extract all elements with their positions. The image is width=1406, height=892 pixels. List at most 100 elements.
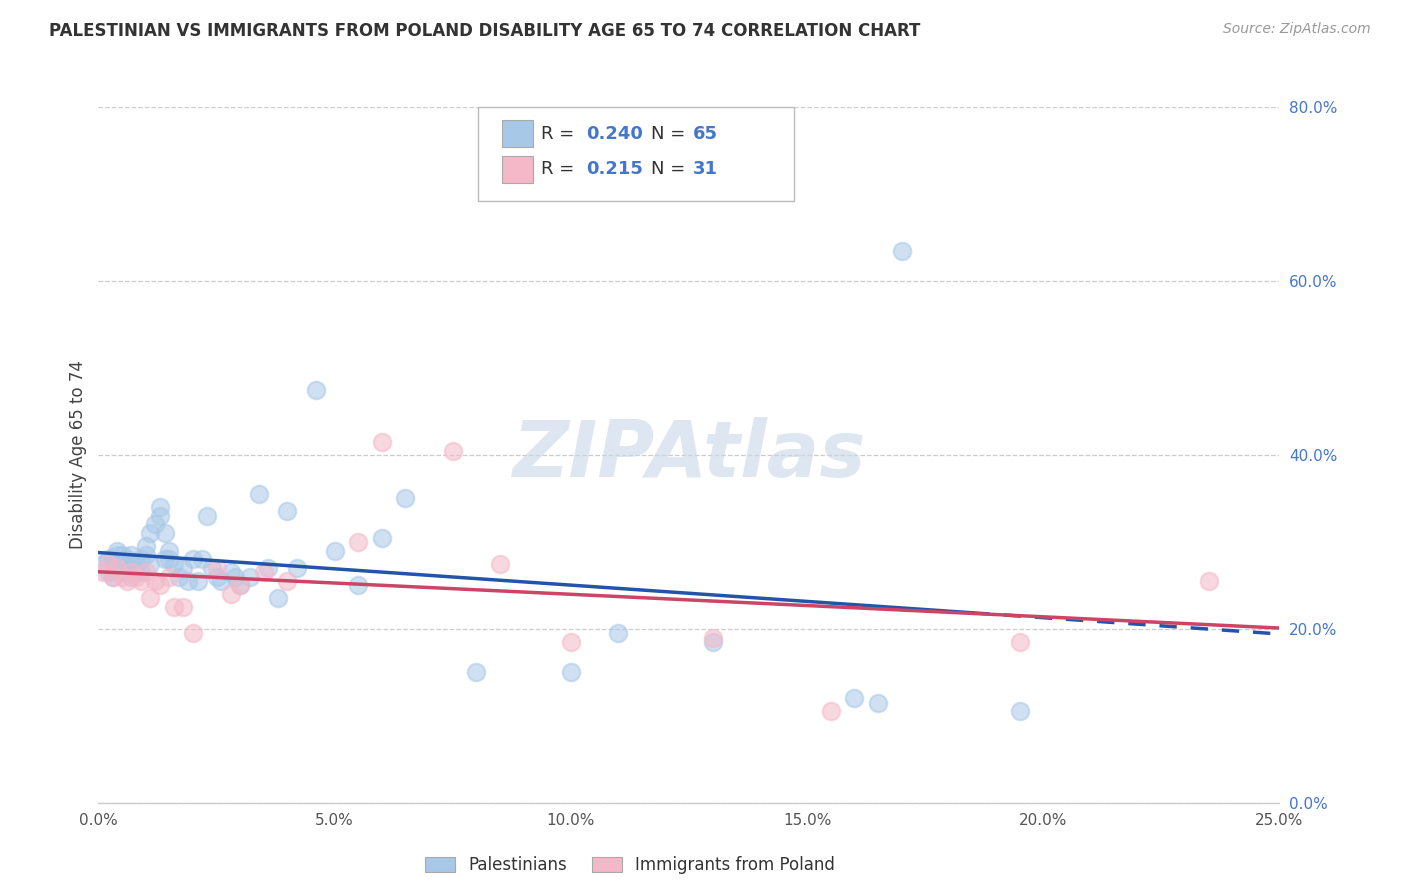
Point (129, 552, 152, 566)
Point (172, 600, 194, 615)
Point (323, 543, 346, 558)
Text: Source: ZipAtlas.com: Source: ZipAtlas.com (1223, 22, 1371, 37)
Text: N =: N = (651, 161, 697, 178)
Point (157, 570, 180, 584)
Point (111, 557, 134, 571)
Point (135, 539, 157, 553)
Point (111, 570, 134, 584)
Point (181, 626, 204, 640)
Point (97, 566, 120, 580)
Point (139, 526, 162, 541)
Point (91, 566, 114, 580)
Point (105, 561, 128, 575)
Point (371, 531, 394, 545)
Point (441, 443, 464, 458)
Point (347, 534, 370, 549)
Point (866, 696, 889, 710)
Point (135, 566, 157, 580)
Point (347, 578, 370, 592)
Point (139, 591, 162, 606)
Point (121, 570, 143, 584)
Point (125, 561, 148, 575)
Point (187, 574, 209, 588)
Point (111, 566, 134, 580)
Point (149, 578, 172, 592)
Point (257, 561, 280, 575)
Point (177, 574, 200, 588)
Point (607, 626, 630, 640)
Point (135, 548, 157, 562)
Point (465, 665, 488, 680)
Text: N =: N = (651, 125, 690, 143)
Point (305, 383, 328, 397)
Point (121, 557, 143, 571)
Legend: Palestinians, Immigrants from Poland: Palestinians, Immigrants from Poland (425, 856, 835, 874)
Point (167, 570, 190, 584)
Text: 31: 31 (693, 161, 718, 178)
Point (111, 548, 134, 562)
Point (219, 566, 242, 580)
Point (1198, 574, 1220, 588)
Point (153, 526, 176, 541)
Point (209, 574, 232, 588)
Point (101, 570, 124, 584)
Text: 0.240: 0.240 (586, 125, 643, 143)
Point (125, 570, 148, 584)
Point (253, 566, 276, 580)
Point (285, 561, 308, 575)
Point (163, 600, 186, 615)
Point (224, 570, 246, 584)
Point (129, 574, 152, 588)
Point (129, 566, 152, 580)
Point (105, 543, 128, 558)
Point (115, 561, 138, 575)
Point (560, 665, 582, 680)
Point (201, 561, 224, 575)
Point (153, 552, 176, 566)
Point (844, 691, 866, 706)
Point (105, 548, 128, 562)
Point (229, 578, 252, 592)
Point (890, 244, 912, 258)
Point (1008, 635, 1031, 649)
Point (205, 570, 228, 584)
Point (125, 557, 148, 571)
Point (163, 557, 186, 571)
Point (195, 508, 218, 523)
Text: 65: 65 (693, 125, 718, 143)
Point (239, 570, 262, 584)
Point (219, 587, 242, 601)
Point (247, 487, 270, 501)
Point (276, 504, 298, 518)
Point (149, 508, 172, 523)
Point (91, 557, 114, 571)
Point (101, 552, 124, 566)
Point (105, 561, 128, 575)
Point (157, 543, 180, 558)
Point (139, 557, 162, 571)
Point (205, 561, 228, 575)
Point (101, 570, 124, 584)
Text: R =: R = (541, 125, 581, 143)
Point (702, 631, 724, 645)
Point (394, 491, 416, 506)
Point (101, 561, 124, 575)
Point (157, 552, 180, 566)
Point (489, 557, 512, 571)
Point (191, 552, 214, 566)
Text: ZIPAtlas: ZIPAtlas (512, 417, 866, 493)
Point (115, 574, 138, 588)
Point (371, 434, 394, 449)
Point (121, 566, 143, 580)
Y-axis label: Disability Age 65 to 74: Disability Age 65 to 74 (69, 360, 87, 549)
Point (276, 574, 298, 588)
Point (121, 548, 143, 562)
Point (560, 635, 582, 649)
Point (97, 557, 120, 571)
Point (149, 500, 172, 514)
Point (267, 591, 290, 606)
Point (702, 635, 724, 649)
Point (115, 552, 138, 566)
Point (143, 517, 166, 532)
Point (97, 552, 120, 566)
